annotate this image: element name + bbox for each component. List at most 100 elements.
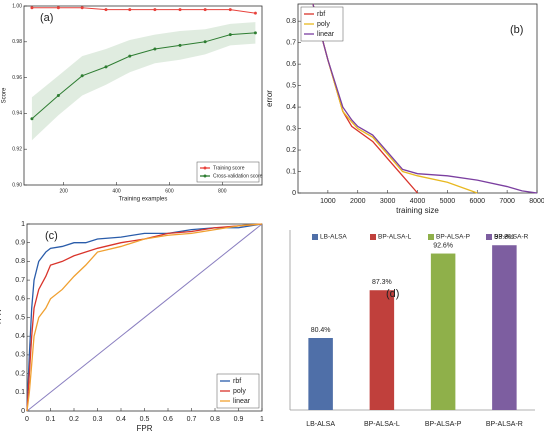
y-tick-label: 0.90 — [12, 182, 22, 188]
y-axis-label: Score — [2, 87, 8, 103]
series-line — [26, 223, 263, 412]
legend-label: poly — [233, 388, 246, 395]
y-tick-label: 0.4 — [15, 333, 25, 340]
legend-swatch — [312, 234, 318, 240]
series-line — [26, 223, 263, 412]
y-axis-label: TPR — [0, 309, 3, 325]
y-tick-label: 0.5 — [286, 82, 296, 89]
legend-label: Cross-validation score — [213, 173, 263, 179]
y-tick-label: 0.2 — [15, 370, 25, 377]
legend-swatch — [486, 234, 492, 240]
y-tick-label: 0.7 — [15, 277, 25, 284]
point — [228, 8, 232, 12]
x-axis-label: Training examples — [119, 197, 168, 203]
x-tick-label: 5000 — [440, 198, 456, 205]
x-tick-label: 0.4 — [116, 416, 126, 423]
point — [56, 6, 60, 10]
y-tick-label: 0.94 — [12, 111, 22, 117]
y-tick-label: 0.92 — [12, 147, 22, 153]
x-axis-label: FPR — [137, 424, 153, 432]
point — [56, 94, 60, 97]
x-tick-label: 1 — [260, 416, 264, 423]
legend-swatch — [370, 234, 376, 240]
x-tick-label: 0.9 — [234, 416, 244, 423]
panel-label: (d) — [386, 288, 399, 300]
legend-label: BP-ALSA-P — [436, 234, 470, 241]
x-tick-label: BP-ALSA-P — [425, 421, 462, 428]
x-tick-label: 0.3 — [93, 416, 103, 423]
point — [153, 47, 157, 51]
point — [178, 43, 182, 47]
series-line — [31, 7, 256, 14]
point — [104, 65, 108, 69]
y-tick-label: 0.98 — [12, 39, 22, 45]
bar — [492, 245, 517, 410]
point — [80, 74, 84, 78]
std-band — [31, 22, 256, 141]
y-tick-label: 0.4 — [286, 104, 296, 111]
x-tick-label: 8000 — [529, 198, 544, 205]
legend-label: linear — [233, 398, 251, 405]
y-tick-label: 0.2 — [286, 147, 296, 154]
y-tick-label: 1.00 — [12, 3, 22, 9]
x-tick-label: BP-ALSA-R — [486, 421, 523, 428]
x-tick-label: 6000 — [469, 198, 485, 205]
legend-label: LB-ALSA — [320, 234, 347, 241]
legend-label: linear — [317, 31, 335, 38]
y-tick-label: 0 — [21, 408, 25, 415]
series-line — [26, 223, 263, 412]
x-tick-label: 800 — [218, 188, 227, 194]
legend-marker — [203, 166, 207, 170]
x-tick-label: 0 — [25, 416, 29, 423]
y-tick-label: 0.3 — [15, 352, 25, 359]
x-tick-label: LB-ALSA — [306, 421, 335, 428]
y-tick-label: 0.96 — [12, 75, 22, 81]
x-axis-label: training size — [396, 206, 439, 215]
point — [30, 117, 34, 121]
x-tick-label: 0.5 — [140, 416, 150, 423]
panel-label: (a) — [40, 12, 53, 24]
point — [80, 6, 84, 10]
x-tick-label: 1000 — [320, 198, 336, 205]
y-axis-label: error — [265, 90, 274, 107]
y-tick-label: 0.9 — [15, 240, 25, 247]
y-tick-label: 0.6 — [15, 296, 25, 303]
x-tick-label: 0.8 — [210, 416, 220, 423]
legend-marker — [203, 174, 207, 178]
x-tick-label: BP-ALSA-L — [364, 421, 400, 428]
legend-box — [196, 161, 260, 183]
x-tick-label: 600 — [165, 188, 174, 194]
y-tick-label: 0.1 — [15, 389, 25, 396]
point — [128, 8, 132, 12]
series-line — [312, 3, 478, 194]
point — [128, 54, 132, 58]
legend-label: Training score — [213, 165, 245, 171]
point — [178, 8, 182, 12]
x-tick-label: 7000 — [499, 198, 515, 205]
value-label: 80.4% — [311, 327, 331, 334]
y-tick-label: 0.7 — [286, 40, 296, 47]
x-tick-label: 0.2 — [69, 416, 79, 423]
point — [253, 31, 257, 35]
reference-diagonal — [26, 223, 263, 412]
y-tick-label: 0 — [292, 190, 296, 197]
x-tick-label: 2000 — [350, 198, 366, 205]
value-label: 93.8% — [494, 234, 514, 241]
legend-label: poly — [317, 21, 330, 28]
y-tick-label: 0.3 — [286, 125, 296, 132]
x-tick-label: 400 — [112, 188, 121, 194]
x-tick-label: 3000 — [380, 198, 396, 205]
value-label: 92.6% — [433, 242, 453, 249]
point — [203, 8, 207, 12]
point — [104, 8, 108, 12]
point — [153, 8, 157, 12]
x-tick-label: 200 — [59, 188, 68, 194]
legend-label: BP-ALSA-R — [494, 234, 529, 241]
bar — [369, 290, 395, 410]
panel-label: (b) — [510, 24, 523, 36]
point — [30, 6, 34, 10]
y-tick-label: 0.8 — [286, 18, 296, 25]
y-tick-label: 0.1 — [286, 168, 296, 175]
x-tick-label: 0.6 — [163, 416, 173, 423]
plot-frame — [23, 5, 263, 186]
